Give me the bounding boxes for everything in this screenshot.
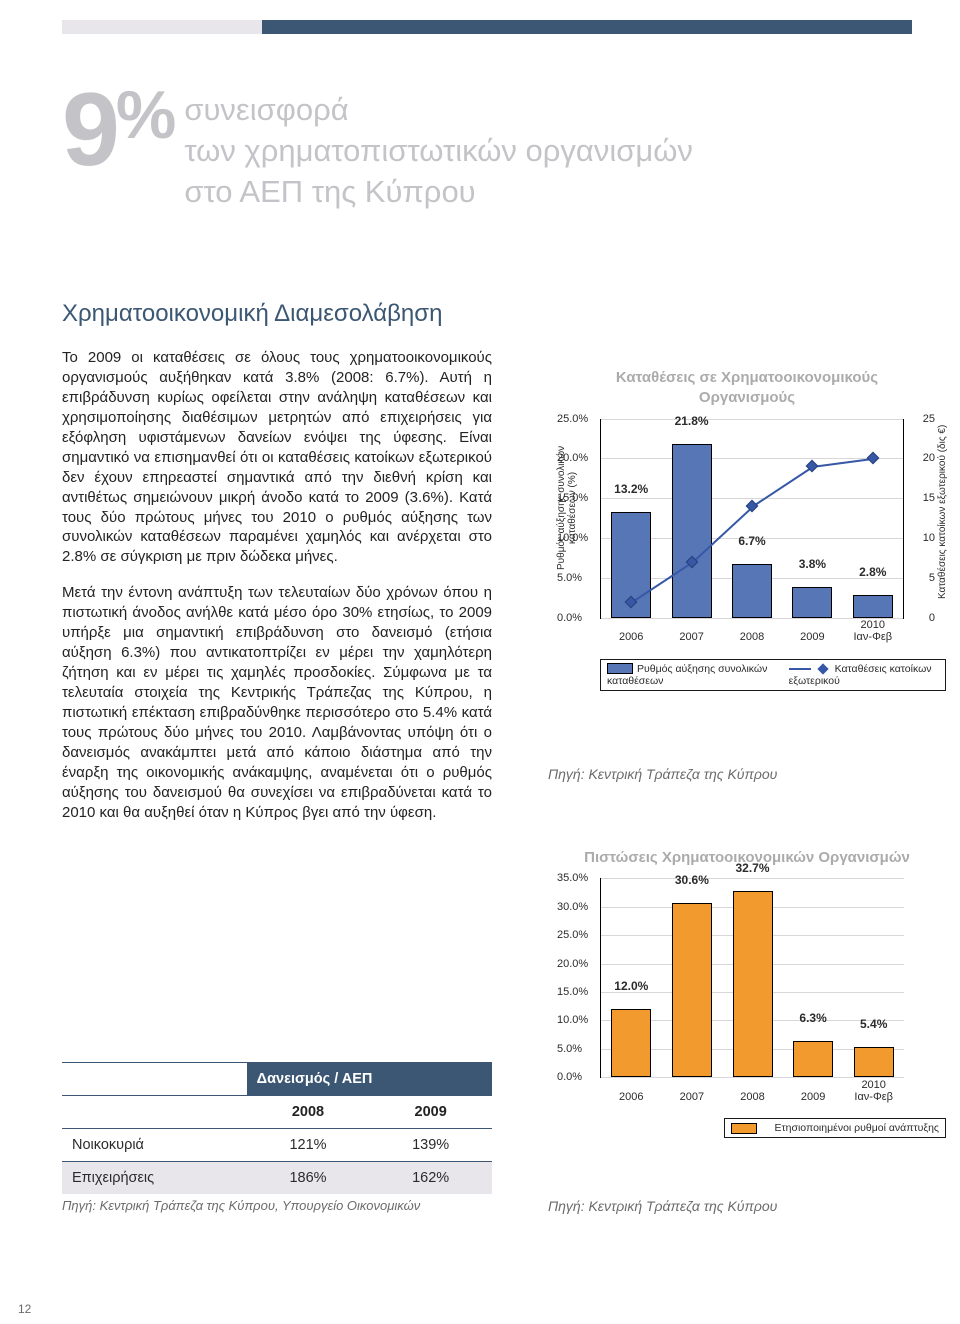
chart2-legend-label: Ετησιοποιημένοι ρυθμοί ανάπτυξης <box>775 1122 940 1134</box>
cell: 162% <box>369 1162 492 1195</box>
row-label: Νοικοκυριά <box>62 1129 247 1162</box>
table-corner <box>62 1063 247 1096</box>
chart1-plot: 0.0%5.0%10.0%15.0%20.0%25.0%051015202513… <box>600 419 904 619</box>
cell: 121% <box>247 1129 370 1162</box>
table-row: Επιχειρήσεις 186% 162% <box>62 1162 492 1195</box>
callout-lines: συνεισφορά των χρηματοπιστωτικών οργανισ… <box>172 88 693 213</box>
callout-line-2: των χρηματοπιστωτικών οργανισμών <box>184 131 693 172</box>
legend-swatch-orange <box>731 1123 757 1134</box>
legend-line-label: Καταθέσεις κατοίκων εξωτερικού <box>789 663 932 687</box>
page-number: 12 <box>18 1302 31 1316</box>
row-label: Επιχειρήσεις <box>62 1162 247 1195</box>
table-source: Πηγή: Κεντρική Τράπεζα της Κύπρου, Υπουρ… <box>62 1198 420 1213</box>
chart1-title: Καταθέσεις σε Χρηματοοικονομικούς Οργανι… <box>548 368 946 419</box>
paragraph-2: Μετά την έντονη ανάπτυξη των τελευταίων … <box>62 583 492 822</box>
chart2-source: Πηγή: Κεντρική Τράπεζα της Κύπρου <box>548 1198 777 1214</box>
callout-percent: 9% <box>62 88 172 173</box>
table-row: Νοικοκυριά 121% 139% <box>62 1129 492 1162</box>
cell: 139% <box>369 1129 492 1162</box>
chart1-title-l1: Καταθέσεις σε Χρηματοοικονομικούς <box>616 369 878 386</box>
legend-bar: Ρυθμός αύξησης συνολικών καταθέσεων <box>607 663 775 687</box>
table-title: Δανεισμός / ΑΕΠ <box>247 1063 492 1096</box>
chart-deposits: Καταθέσεις σε Χρηματοοικονομικούς Οργανι… <box>548 368 946 712</box>
chart2-legend: Ετησιοποιημένοι ρυθμοί ανάπτυξης <box>724 1118 947 1138</box>
cell: 186% <box>247 1162 370 1195</box>
chart1-source: Πηγή: Κεντρική Τράπεζα της Κύπρου <box>548 766 777 782</box>
chart2-plot: 0.0%5.0%10.0%15.0%20.0%25.0%30.0%35.0%12… <box>600 878 904 1078</box>
legend-line: Καταθέσεις κατοίκων εξωτερικού <box>789 663 939 687</box>
header-rule-light <box>62 20 262 34</box>
chart-credits: Πιστώσεις Χρηματοοικονομικών Οργανισμών … <box>548 848 946 1184</box>
chart1-raxis-label: Καταθέσεις κατοίκων εξωτερικού (δις €) <box>937 418 948 606</box>
loan-gdp-table: Δανεισμός / ΑΕΠ 2008 2009 Νοικοκυριά 121… <box>62 1062 492 1194</box>
body-column: Το 2009 οι καταθέσεις σε όλους τους χρημ… <box>62 348 492 839</box>
callout-line-3: στο ΑΕΠ της Κύπρου <box>184 172 693 213</box>
chart1-legend: Ρυθμός αύξησης συνολικών καταθέσεων Κατα… <box>600 659 946 691</box>
table-blank <box>62 1096 247 1129</box>
callout-symbol: % <box>116 77 172 153</box>
col-2008: 2008 <box>247 1096 370 1129</box>
section-title: Χρηματοοικονομική Διαμεσολάβηση <box>62 300 442 328</box>
col-2009: 2009 <box>369 1096 492 1129</box>
callout-line-1: συνεισφορά <box>184 90 693 131</box>
paragraph-1: Το 2009 οι καταθέσεις σε όλους τους χρημ… <box>62 348 492 567</box>
callout-number: 9 <box>62 72 116 188</box>
stat-callout: 9% συνεισφορά των χρηματοπιστωτικών οργα… <box>62 88 693 213</box>
chart1-title-l2: Οργανισμούς <box>699 389 795 406</box>
page-header-rule <box>62 20 912 34</box>
